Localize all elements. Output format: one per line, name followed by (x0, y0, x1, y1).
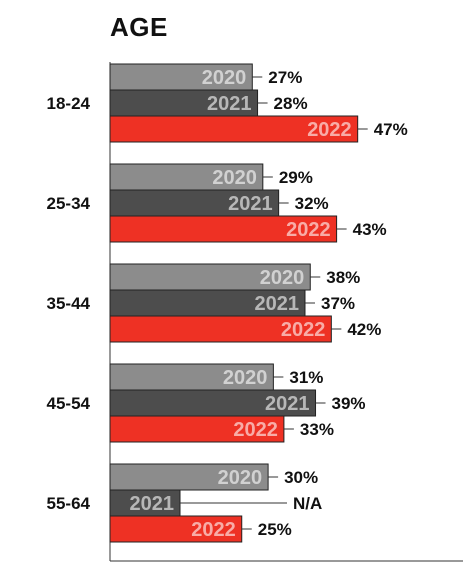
category-label-55-64: 55-64 (47, 494, 91, 513)
data-label-2020-35-44: 38% (326, 268, 360, 287)
bar-year-label-2022-18-24: 2022 (307, 119, 352, 141)
bar-year-label-2022-25-34: 2022 (286, 219, 331, 241)
bar-2020-35-44 (109, 263, 311, 291)
bar-year-label-2021-55-64: 2021 (130, 493, 175, 515)
data-label-2021-35-44: 37% (321, 294, 355, 313)
chart-title: AGE (110, 12, 168, 42)
bar-year-label-2022-45-54: 2022 (233, 419, 278, 441)
data-label-2022-18-24: 47% (374, 120, 408, 139)
data-label-2022-55-64: 25% (258, 520, 292, 539)
bar-2022-18-24 (109, 115, 359, 143)
category-label-35-44: 35-44 (47, 294, 91, 313)
data-label-2021-45-54: 39% (332, 394, 366, 413)
bar-2022-35-44 (109, 315, 332, 343)
bar-year-label-2022-35-44: 2022 (281, 319, 326, 341)
bar-year-label-2021-18-24: 2021 (207, 93, 252, 115)
data-label-2021-55-64: N/A (293, 494, 322, 513)
data-label-2020-45-54: 31% (289, 368, 323, 387)
category-label-45-54: 45-54 (47, 394, 91, 413)
data-label-2022-45-54: 33% (300, 420, 334, 439)
category-label-25-34: 25-34 (47, 194, 91, 213)
bar-year-label-2021-25-34: 2021 (228, 193, 273, 215)
data-label-2021-25-34: 32% (295, 194, 329, 213)
bar-year-label-2020-55-64: 2020 (218, 467, 263, 489)
data-label-2020-25-34: 29% (279, 168, 313, 187)
bar-2020-18-24 (109, 63, 253, 91)
data-label-2022-25-34: 43% (353, 220, 387, 239)
bar-year-label-2021-35-44: 2021 (254, 293, 299, 315)
bar-year-label-2020-25-34: 2020 (212, 167, 257, 189)
bar-2020-45-54 (109, 363, 274, 391)
bar-2022-25-34 (109, 215, 338, 243)
bar-2022-45-54 (109, 415, 285, 443)
bar-2022-55-64 (109, 515, 243, 543)
bar-year-label-2022-55-64: 2022 (191, 519, 236, 541)
bar-year-label-2020-45-54: 2020 (223, 367, 268, 389)
bar-year-label-2021-45-54: 2021 (265, 393, 310, 415)
bar-year-label-2020-35-44: 2020 (260, 267, 305, 289)
category-label-18-24: 18-24 (47, 94, 91, 113)
bar-year-label-2020-18-24: 2020 (202, 67, 247, 89)
data-label-2021-18-24: 28% (274, 94, 308, 113)
bar-2021-45-54 (109, 389, 317, 417)
data-label-2020-55-64: 30% (284, 468, 318, 487)
data-label-2020-18-24: 27% (268, 68, 302, 87)
data-label-2022-35-44: 42% (347, 320, 381, 339)
